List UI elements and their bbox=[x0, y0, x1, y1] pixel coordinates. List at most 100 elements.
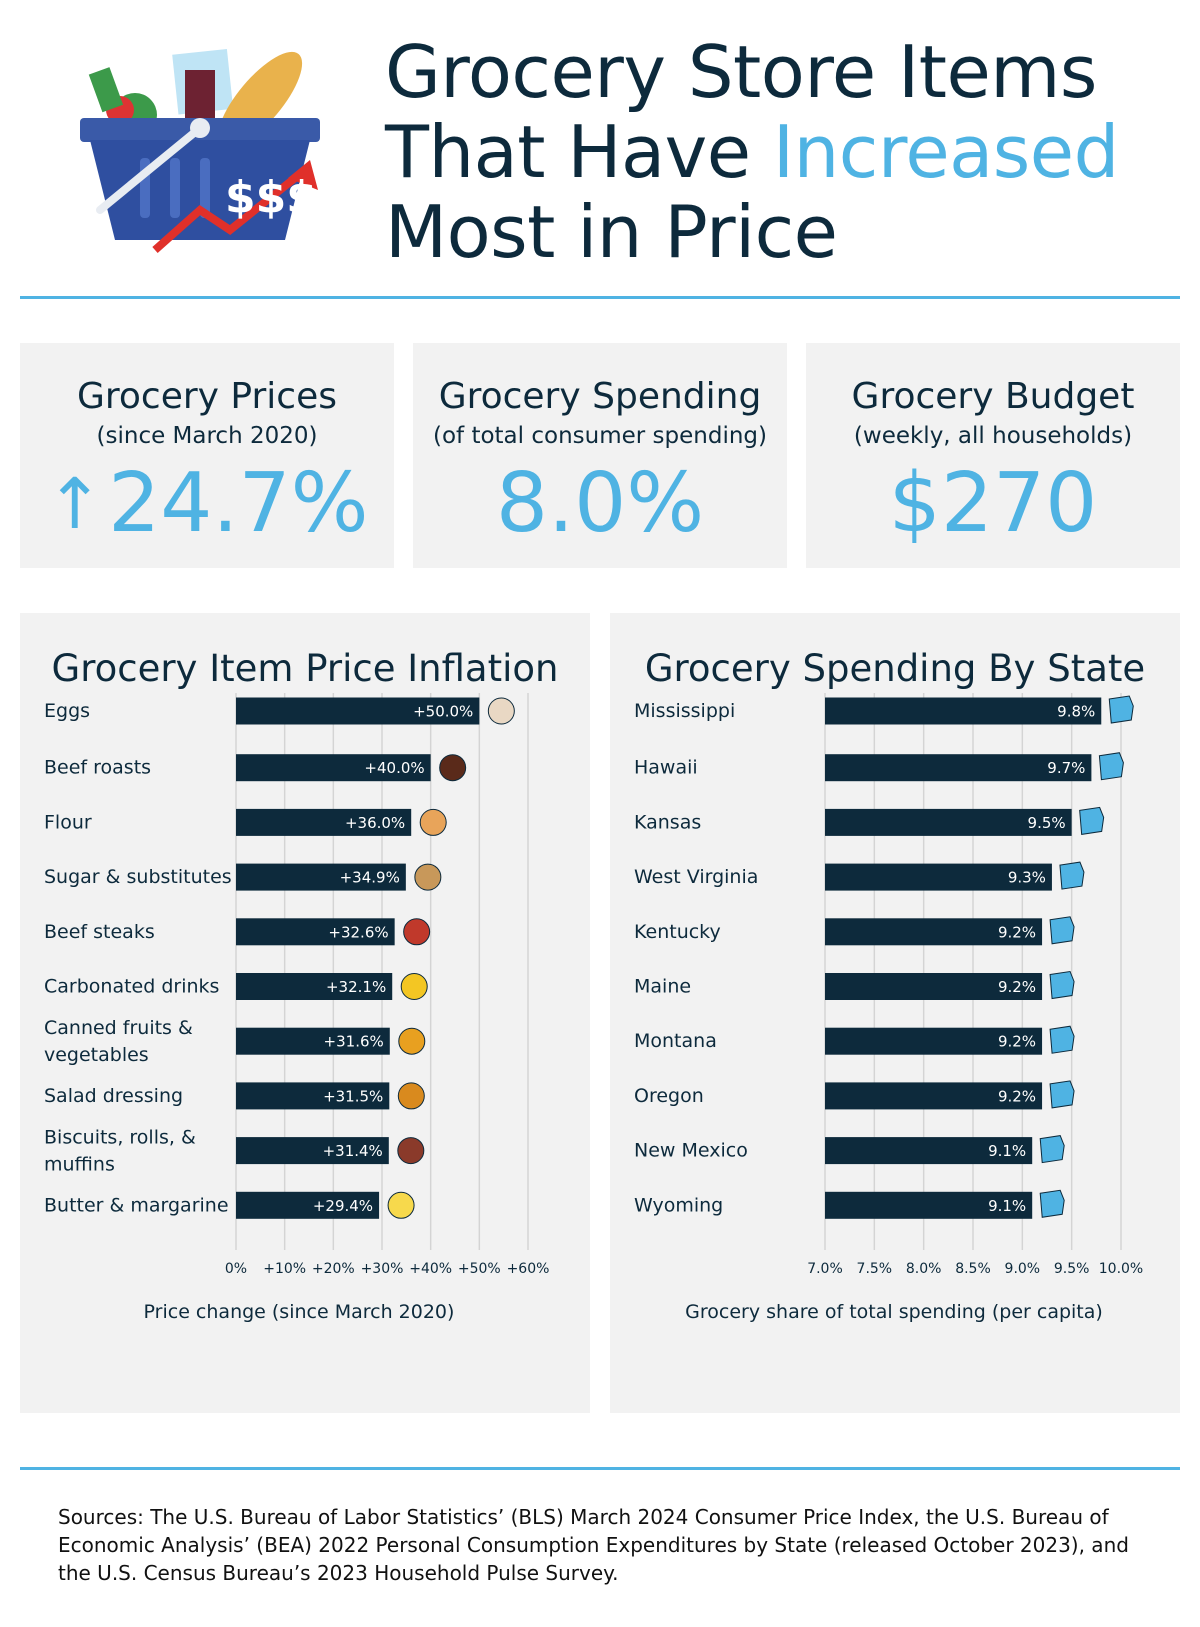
data-label: 9.1% bbox=[988, 1197, 1026, 1215]
dressing-bottle-icon bbox=[397, 1082, 425, 1110]
sources-note: Sources: The U.S. Bureau of Labor Statis… bbox=[58, 1505, 1129, 1585]
new-mexico-map-icon bbox=[1039, 1135, 1065, 1164]
data-label: 9.8% bbox=[1057, 703, 1095, 721]
title-line-3: Most in Price bbox=[385, 190, 838, 274]
x-tick-label: +60% bbox=[507, 1261, 550, 1277]
data-label: +36.0% bbox=[345, 814, 405, 832]
chart-title: Grocery Spending By State bbox=[644, 647, 1146, 690]
bar bbox=[825, 973, 1043, 1000]
category-label: Flour bbox=[44, 811, 92, 833]
bar bbox=[825, 1082, 1043, 1110]
stat-value-text: 24.7% bbox=[108, 456, 369, 551]
x-axis-label: Grocery share of total spending (per cap… bbox=[685, 1301, 1103, 1323]
category-label: Canned fruits & vegetables bbox=[44, 1017, 193, 1066]
category-label: Mississippi bbox=[634, 700, 735, 722]
stat-card-spending: Grocery Spending (of total consumer spen… bbox=[413, 343, 787, 568]
data-label: 9.2% bbox=[998, 1087, 1036, 1105]
category-label: Carbonated drinks bbox=[44, 975, 219, 997]
x-tick-label: 0% bbox=[225, 1261, 247, 1277]
egg-carton-icon bbox=[487, 697, 515, 725]
x-tick-label: 10.0% bbox=[1099, 1261, 1143, 1277]
wyoming-map-icon bbox=[1039, 1189, 1065, 1218]
bar bbox=[236, 808, 412, 836]
oregon-map-icon bbox=[1049, 1080, 1075, 1109]
x-tick-label: 9.0% bbox=[1005, 1261, 1041, 1277]
svg-text:$$$: $$$ bbox=[225, 172, 317, 223]
x-tick-label: 7.5% bbox=[857, 1261, 893, 1277]
bar bbox=[825, 754, 1092, 782]
stat-label: Grocery Spending bbox=[438, 376, 762, 417]
stat-label: Grocery Prices bbox=[77, 376, 337, 417]
data-label: 9.3% bbox=[1008, 869, 1046, 887]
inflation-bar-chart: 0% +10% +20% +30% +40% +50% +60% Eggs +50.0% Beef… bbox=[44, 693, 550, 1323]
stat-value: $270 bbox=[888, 456, 1098, 551]
category-label: Hawaii bbox=[634, 756, 698, 778]
steak-icon bbox=[403, 918, 431, 946]
x-tick-label: 8.0% bbox=[906, 1261, 942, 1277]
data-label: 9.7% bbox=[1047, 759, 1085, 777]
category-label: Beef roasts bbox=[44, 756, 151, 778]
category-label: Maine bbox=[634, 975, 691, 997]
category-label: Oregon bbox=[634, 1084, 704, 1106]
grocery-basket-icon: $$$ bbox=[80, 49, 320, 253]
category-label: Biscuits, rolls, & muffins bbox=[44, 1126, 196, 1175]
west-virginia-map-icon bbox=[1059, 861, 1085, 890]
title-accent: Increased bbox=[772, 110, 1119, 194]
data-label: 9.2% bbox=[998, 923, 1036, 941]
data-label: 9.5% bbox=[1028, 814, 1066, 832]
x-tick-label: +30% bbox=[361, 1261, 404, 1277]
chart-panel-states: Grocery Spending By State 7.0% 7.5% 8.0% 8.… bbox=[610, 613, 1180, 1413]
stat-sub: (since March 2020) bbox=[96, 423, 318, 449]
data-label: +31.4% bbox=[323, 1142, 383, 1160]
data-label: +29.4% bbox=[313, 1197, 373, 1215]
arrow-up-icon: ↑ bbox=[45, 463, 105, 545]
data-label: +50.0% bbox=[413, 703, 473, 721]
bar bbox=[236, 1027, 390, 1055]
kansas-map-icon bbox=[1079, 806, 1105, 835]
bar bbox=[825, 1027, 1043, 1055]
beef-roast-icon bbox=[439, 754, 467, 782]
category-label: Montana bbox=[634, 1030, 717, 1052]
butter-icon bbox=[387, 1191, 415, 1219]
page-title: Grocery Store Items That Have Increased … bbox=[385, 32, 1185, 272]
bar bbox=[236, 1137, 389, 1165]
footer-divider bbox=[20, 1467, 1180, 1470]
bar bbox=[236, 697, 480, 725]
bar bbox=[236, 918, 395, 946]
bar bbox=[236, 754, 431, 782]
x-tick-label: +20% bbox=[312, 1261, 355, 1277]
bar bbox=[825, 918, 1043, 946]
category-label: Butter & margarine bbox=[44, 1194, 229, 1216]
category-label: Kentucky bbox=[634, 920, 721, 942]
bar bbox=[236, 1191, 380, 1219]
maine-map-icon bbox=[1049, 970, 1075, 1000]
bar bbox=[236, 973, 393, 1000]
data-label: 9.2% bbox=[998, 1033, 1036, 1051]
stat-label: Grocery Budget bbox=[851, 376, 1135, 417]
bar bbox=[825, 1137, 1033, 1165]
category-label: West Virginia bbox=[634, 866, 758, 888]
x-tick-label: 7.0% bbox=[807, 1261, 843, 1277]
x-tick-label: 8.5% bbox=[955, 1261, 991, 1277]
bar bbox=[825, 808, 1072, 836]
bar bbox=[236, 1082, 390, 1110]
state-bar-chart: 7.0% 7.5% 8.0% 8.5% 9.0% 9.5% 10.0% Mississippi… bbox=[634, 693, 1143, 1323]
category-label: Eggs bbox=[44, 700, 90, 722]
x-axis-label: Price change (since March 2020) bbox=[144, 1301, 455, 1323]
x-tick-label: 9.5% bbox=[1054, 1261, 1090, 1277]
sugar-sack-icon bbox=[414, 863, 442, 891]
data-label: +31.6% bbox=[324, 1033, 384, 1051]
hawaii-map-icon bbox=[1098, 752, 1124, 781]
bar bbox=[825, 1191, 1033, 1219]
stat-value: 8.0% bbox=[495, 456, 705, 551]
x-tick-label: +40% bbox=[409, 1261, 452, 1277]
category-label: Beef steaks bbox=[44, 920, 155, 942]
bar bbox=[825, 863, 1052, 891]
chart-title: Grocery Item Price Inflation bbox=[51, 647, 559, 690]
data-label: +40.0% bbox=[364, 759, 424, 777]
chart-panel-inflation: Grocery Item Price Inflation 0% +10% +20% +… bbox=[20, 613, 590, 1413]
bar bbox=[825, 697, 1102, 725]
flour-bag-icon bbox=[419, 808, 447, 836]
stat-sub: (weekly, all households) bbox=[853, 423, 1133, 449]
stat-sub: (of total consumer spending) bbox=[433, 423, 767, 449]
